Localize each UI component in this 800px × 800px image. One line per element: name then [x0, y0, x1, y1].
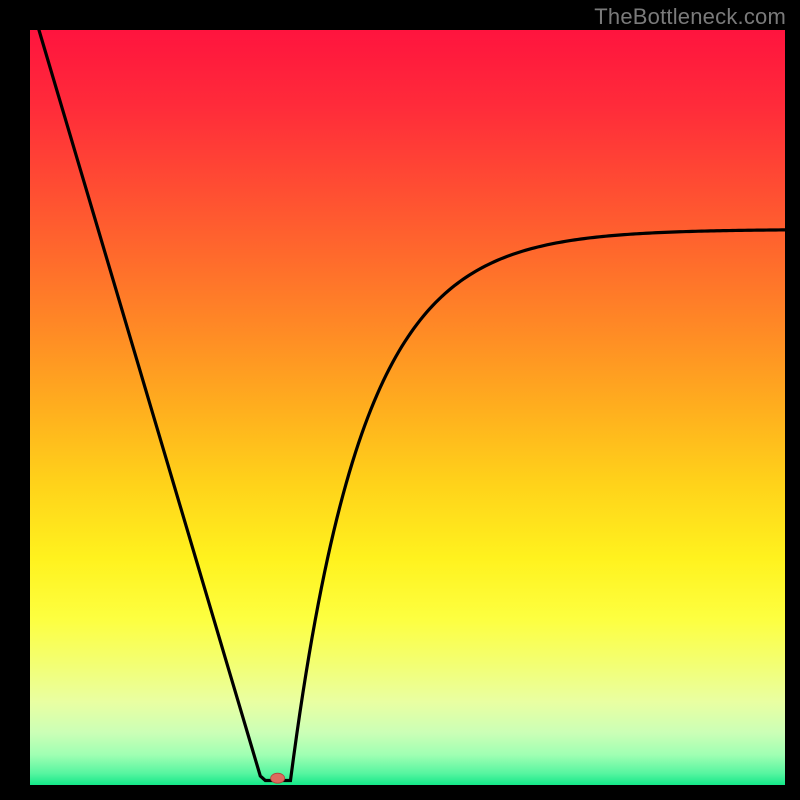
bottleneck-chart: [30, 30, 785, 785]
plot-area: [30, 30, 785, 785]
watermark-label: TheBottleneck.com: [594, 4, 786, 30]
bottleneck-curve: [30, 30, 785, 780]
optimum-marker: [271, 773, 285, 783]
